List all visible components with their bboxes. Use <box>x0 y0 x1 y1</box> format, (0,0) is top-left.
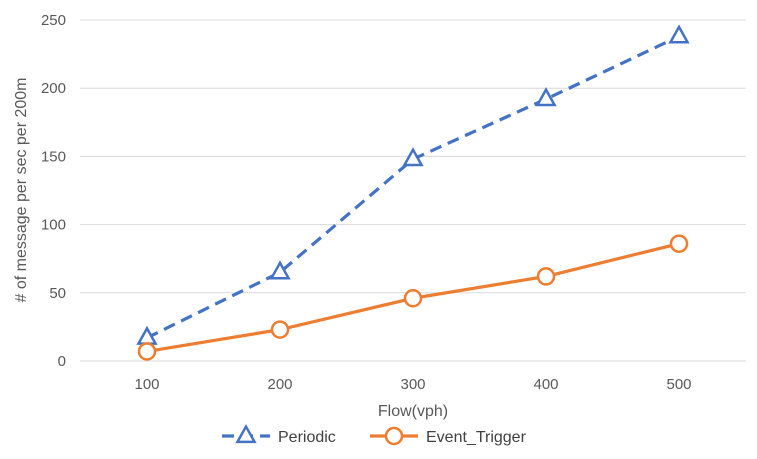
x-tick-label: 100 <box>134 376 159 393</box>
legend-label: Periodic <box>278 429 336 446</box>
x-tick-label: 200 <box>267 376 292 393</box>
data-point <box>536 267 556 286</box>
legend-item-event-trigger: Event_Trigger <box>370 426 527 446</box>
gridlines <box>80 19 746 362</box>
series-line <box>146 34 680 340</box>
series-event-trigger <box>137 234 689 361</box>
legend: Periodic Event_Trigger <box>222 423 527 446</box>
y-tick-label: 150 <box>41 148 66 165</box>
legend-swatch-marker <box>235 423 257 444</box>
y-tick-label: 0 <box>58 353 66 370</box>
data-point <box>668 24 690 44</box>
data-point <box>270 320 290 339</box>
x-tick-label: 300 <box>400 376 425 393</box>
data-point <box>137 342 157 361</box>
x-axis-title: Flow(vph) <box>378 403 448 420</box>
y-tick-label: 250 <box>41 12 66 29</box>
series-periodic <box>136 24 690 345</box>
data-point <box>669 234 689 253</box>
legend-label: Event_Trigger <box>426 429 527 446</box>
x-tick-label: 400 <box>533 376 558 393</box>
data-point <box>269 260 291 280</box>
data-point <box>403 289 423 308</box>
y-tick-label: 200 <box>41 80 66 97</box>
legend-item-periodic: Periodic <box>222 423 336 446</box>
data-point <box>535 87 557 107</box>
x-axis-ticks: 100 200 300 400 500 <box>134 376 691 393</box>
y-axis-ticks: 0 50 100 150 200 250 <box>41 12 66 370</box>
x-tick-label: 500 <box>666 376 691 393</box>
data-point <box>402 147 424 167</box>
series-layer <box>136 24 690 361</box>
legend-swatch-marker <box>384 426 404 446</box>
y-tick-label: 100 <box>41 217 66 234</box>
y-tick-label: 50 <box>49 285 66 302</box>
y-axis-title: # of message per sec per 200m <box>13 77 30 302</box>
